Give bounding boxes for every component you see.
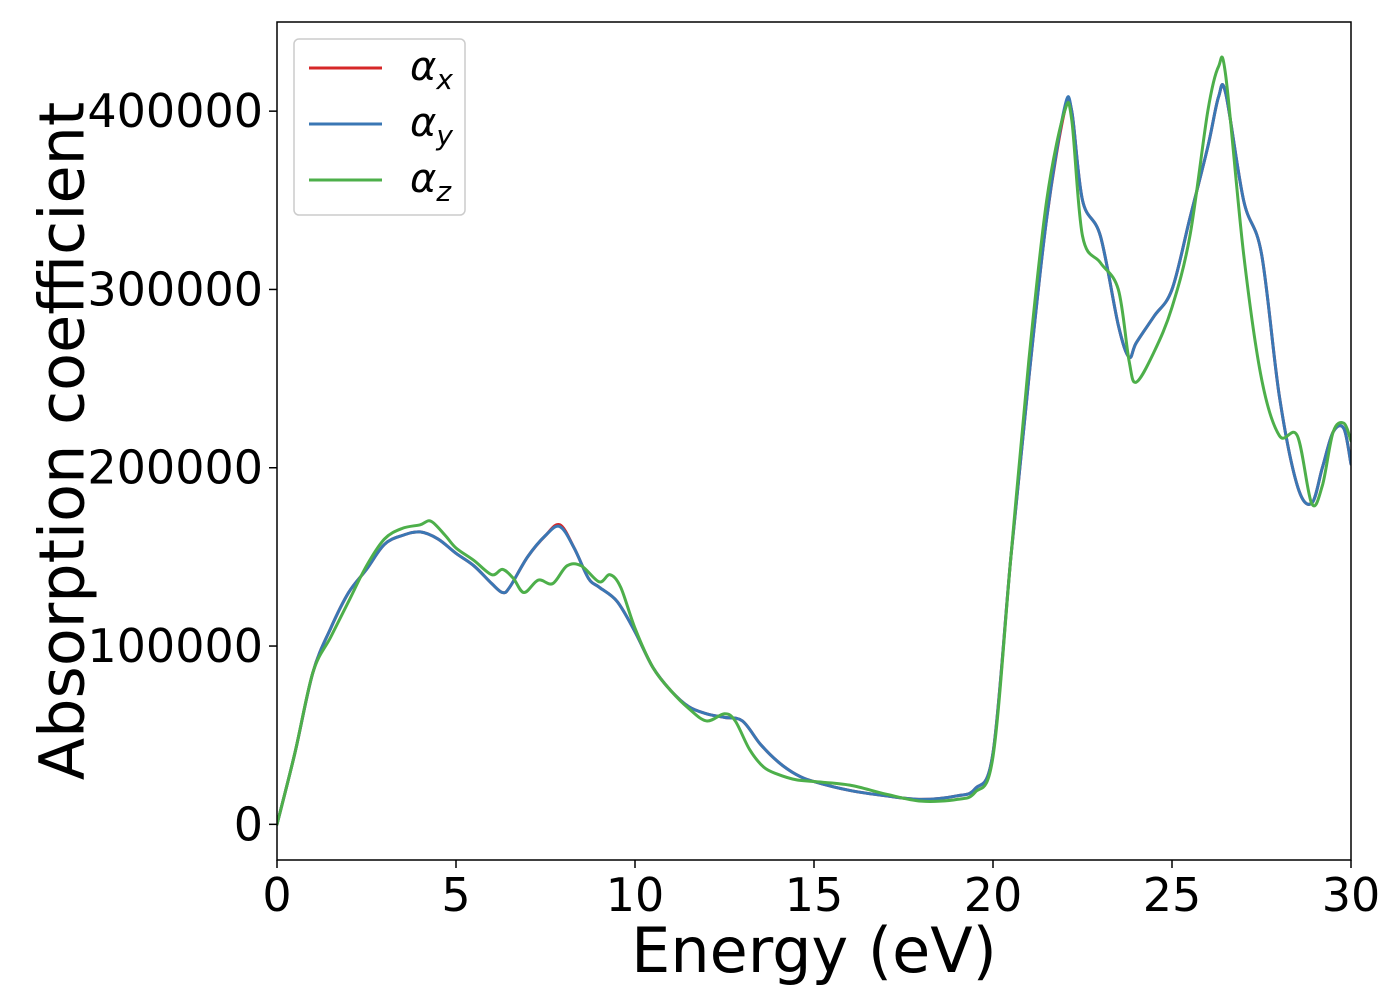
y-axis: 0 100000 200000 300000 400000 [87,84,277,851]
legend-label-x: αx [410,44,453,96]
legend-label-z: αz [410,156,452,208]
y-tick-label: 300000 [87,262,263,316]
y-tick-label: 400000 [87,84,263,138]
series-line-y [277,83,1351,826]
y-tick-label: 0 [234,797,263,851]
y-tick-label: 100000 [87,619,263,673]
x-axis-title: Energy (eV) [631,914,997,987]
x-tick-label: 10 [606,868,665,922]
series-line-z [277,55,1351,826]
legend-label-y: αy [410,100,453,152]
y-axis-title: Absorption coefficient [26,102,99,781]
legend-box [293,38,466,216]
y-tick-label: 200000 [87,441,263,495]
x-tick-label: 25 [1143,868,1202,922]
x-tick-label: 20 [964,868,1023,922]
x-tick-label: 5 [441,868,470,922]
x-axis: 0 5 10 15 20 25 30 [262,860,1380,922]
x-tick-label: 30 [1322,868,1381,922]
series-layer [277,55,1351,826]
x-tick-label: 0 [262,868,291,922]
x-tick-label: 15 [785,868,844,922]
